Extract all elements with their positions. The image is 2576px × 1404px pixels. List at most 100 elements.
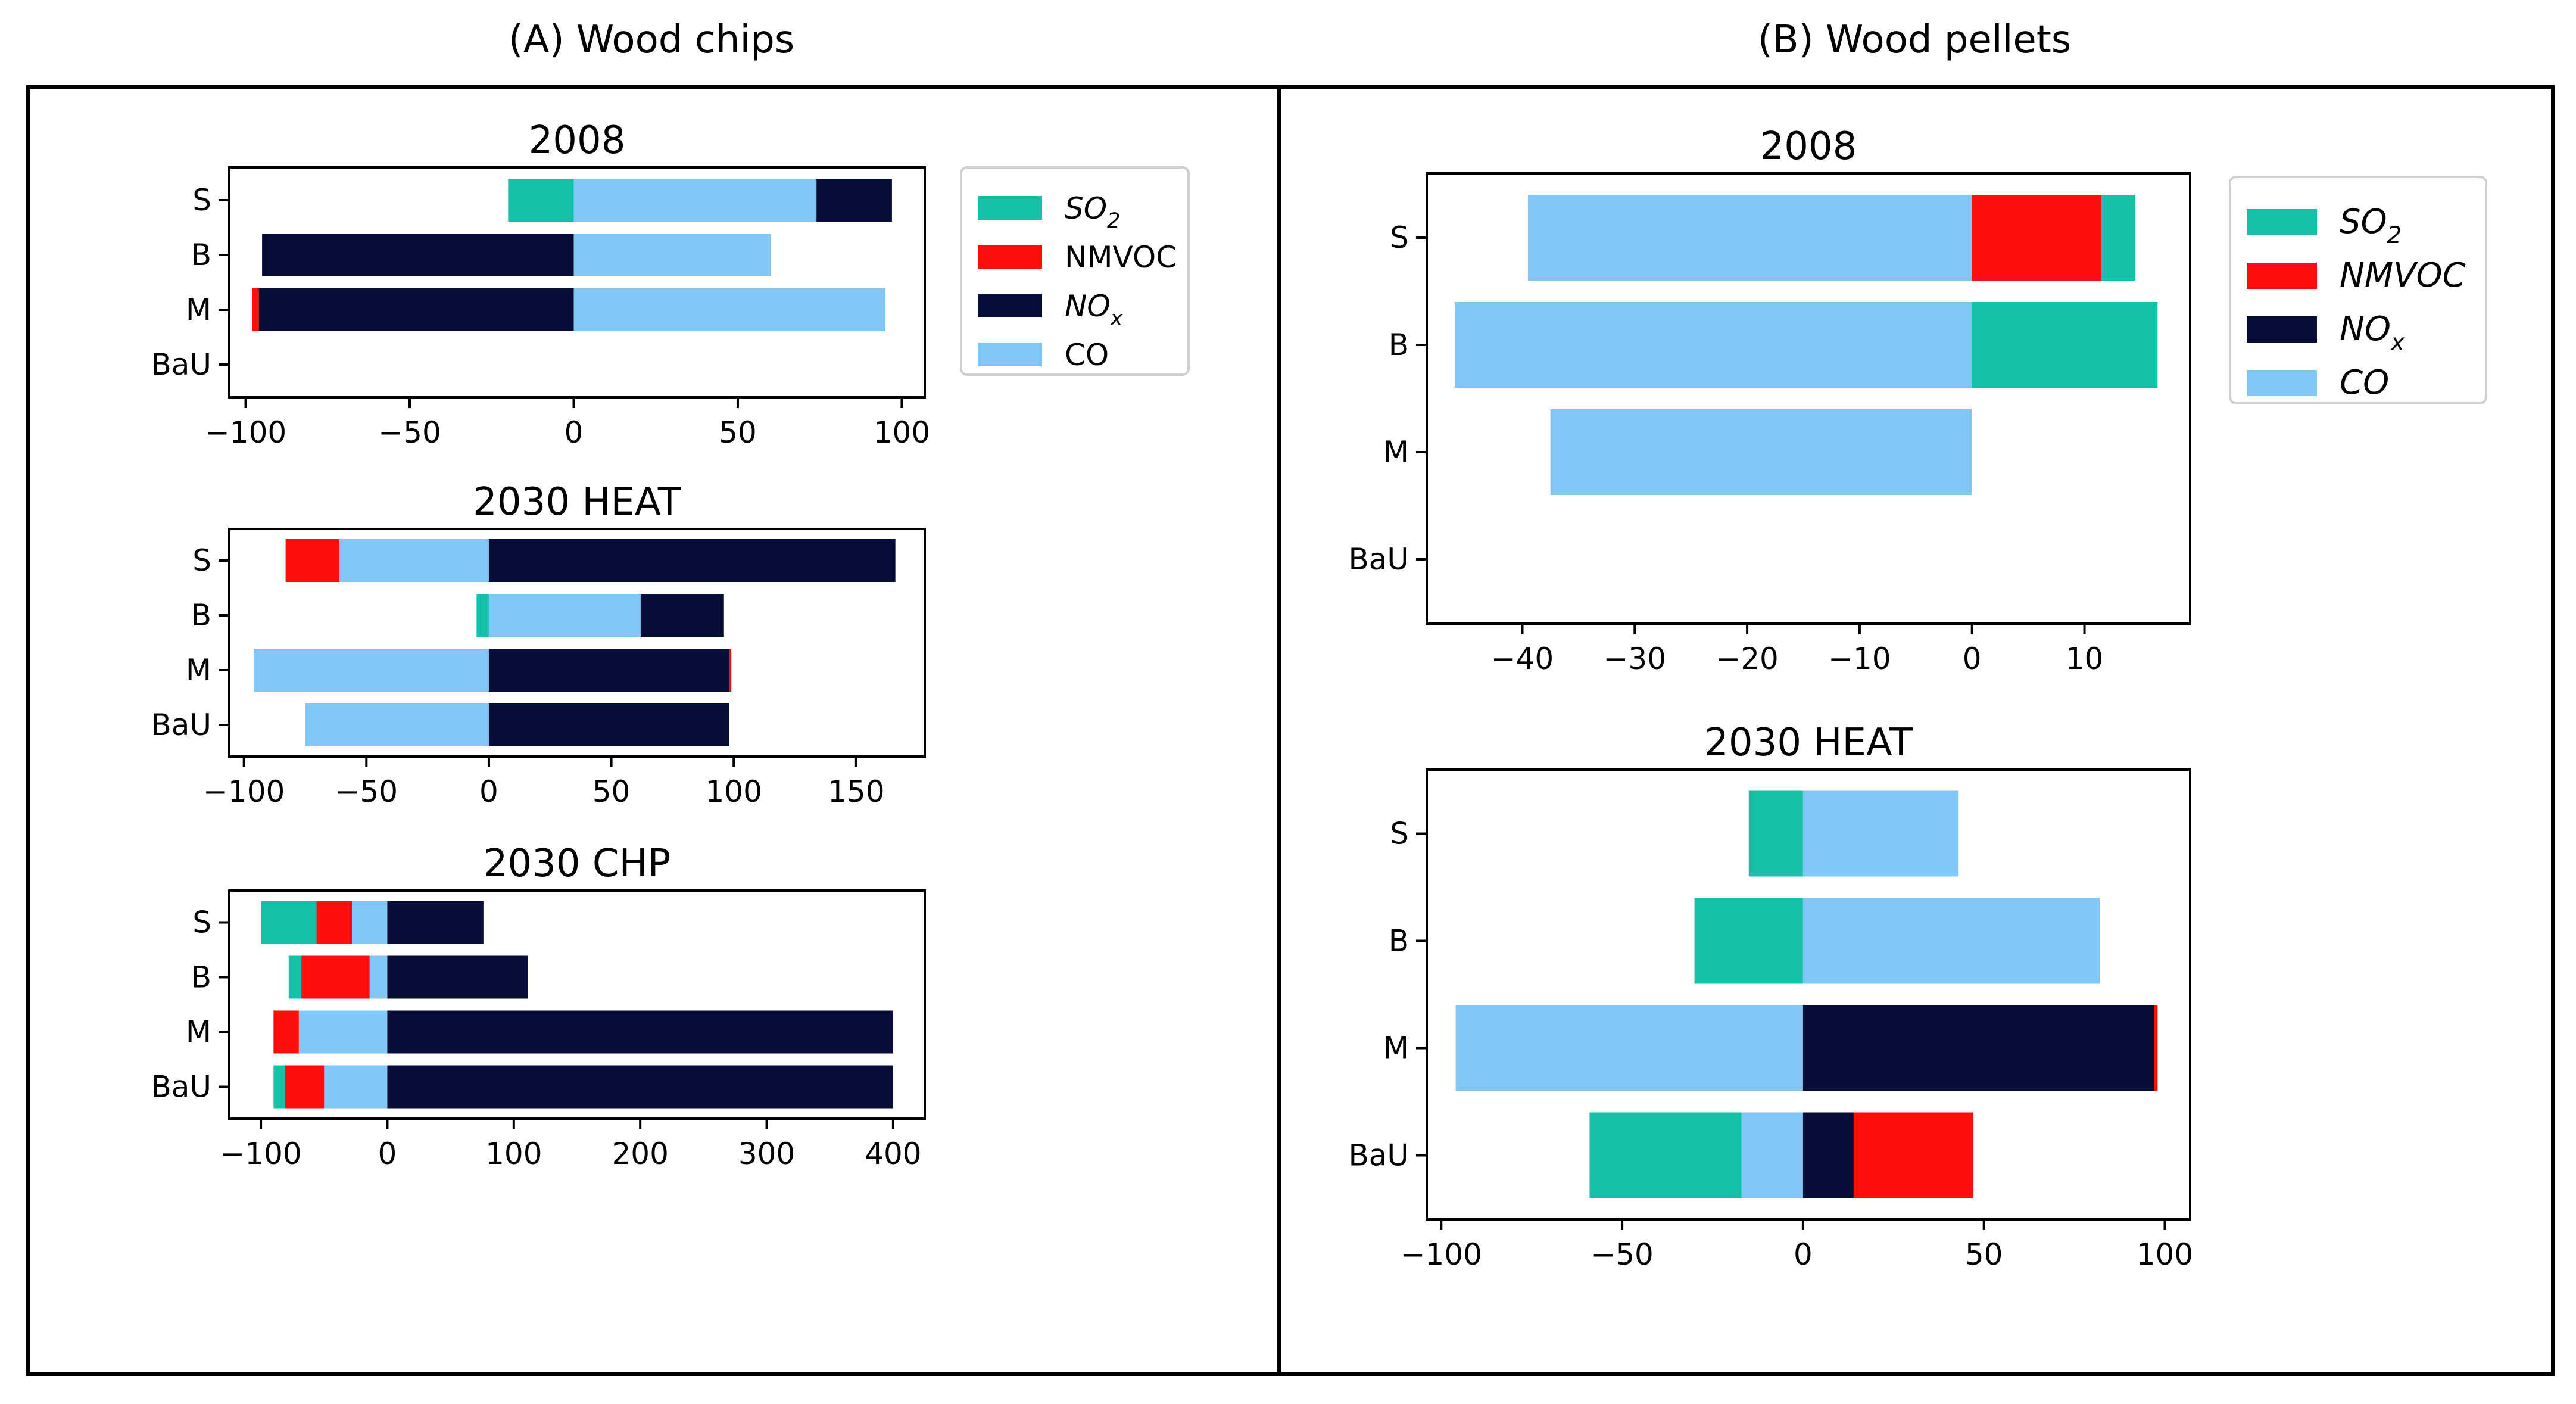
bar-BaU-CO-neg (1741, 1112, 1803, 1198)
bar-BaU-CO-neg (305, 703, 489, 746)
bar-B-NOx-neg (262, 234, 574, 276)
bar-S-SO2-neg (1748, 790, 1803, 877)
y-tick-label: M (1383, 435, 1409, 469)
bar-S-CO-neg (351, 901, 388, 944)
x-tick-label: 0 (565, 415, 584, 450)
plot-frame (1426, 172, 2191, 625)
bar-BaU-NMVOC-pos (1853, 1112, 1973, 1198)
plot-frame (228, 889, 926, 1120)
bar-B-CO-pos (1802, 898, 2100, 984)
bar-S-NOx-pos (488, 539, 896, 582)
bar-S-NMVOC-neg (316, 901, 352, 944)
y-tick-label: S (1390, 220, 1409, 255)
x-tick-label: −20 (1716, 642, 1779, 676)
plot-frame (228, 166, 926, 399)
legend-swatch-NOx (2247, 316, 2317, 343)
bar-M-CO-neg (1455, 1005, 1803, 1091)
y-tick-label: S (192, 183, 211, 217)
chart-title: 2008 (529, 119, 626, 163)
legend-label-SO2: SO2 (2340, 203, 2402, 249)
bar-M-CO-pos (573, 288, 885, 331)
chart-title: 2030 HEAT (1704, 721, 1913, 765)
panel-a-title: (A) Wood chips (508, 18, 795, 62)
bar-B-NMVOC-neg (301, 955, 370, 999)
x-tick-label: 0 (1794, 1237, 1813, 1272)
bar-BaU-NOx-pos (488, 703, 729, 746)
x-tick-label: 100 (2137, 1237, 2193, 1272)
chart-title: 2008 (1760, 124, 1857, 169)
y-tick-label: BaU (151, 347, 211, 382)
bar-M-NOx-pos (1802, 1005, 2154, 1091)
x-tick-label: −100 (220, 1137, 301, 1171)
y-tick-label: BaU (1348, 542, 1409, 577)
x-tick-label: 10 (2066, 642, 2104, 676)
x-tick-label: 0 (479, 774, 498, 809)
y-tick-label: M (186, 653, 211, 687)
bar-M-NOx-pos (387, 1010, 893, 1054)
x-tick-label: 150 (828, 774, 884, 809)
bar-M-NMVOC-neg (273, 1010, 299, 1054)
bar-S-SO2-neg (261, 901, 317, 944)
x-tick-label: 100 (485, 1137, 542, 1171)
y-tick-label: B (1389, 924, 1409, 958)
x-tick-label: −100 (1401, 1237, 1482, 1272)
x-tick-label: 50 (1965, 1237, 2003, 1272)
chart-1: 2030 HEAT SBM BaU −100 −50 0 50 100 150 (151, 480, 926, 809)
legend-label-NOx: NOx (2340, 310, 2405, 356)
bar-S-CO-neg (339, 539, 489, 582)
bar-M-NOx-neg (258, 288, 574, 331)
legend-swatch-NOx (978, 294, 1042, 317)
legend-swatch-SO2 (2247, 209, 2317, 235)
bar-B-SO2-pos (1972, 302, 2158, 388)
bar-S-SO2-pos (2101, 195, 2135, 281)
bar-M-NMVOC-pos (728, 649, 732, 692)
legend-swatch-NMVOC (2247, 263, 2317, 289)
x-tick-label: −100 (205, 415, 286, 450)
chart-3: 2008 S B M BaU −40 −30 −20 −10 0 10 (1348, 124, 2191, 676)
chart-2: 2030 CHP SBM BaU −100 0 100 200 300 400 (151, 842, 926, 1171)
plot-frame (228, 528, 926, 758)
legend-label-NMVOC: NMVOC (2340, 256, 2466, 295)
y-tick-label: BaU (151, 708, 211, 742)
y-tick-label: S (192, 905, 211, 940)
y-tick-label: S (1390, 817, 1409, 851)
bar-S-NOx-pos (816, 179, 892, 222)
x-tick-label: 400 (865, 1137, 921, 1171)
chart-title: 2030 HEAT (473, 480, 682, 524)
bar-B-SO2-neg (288, 955, 302, 999)
bar-M-CO-neg (254, 649, 489, 692)
bar-S-NMVOC-pos (1972, 195, 2101, 281)
bar-M-NMVOC-neg (252, 288, 259, 331)
legend-label-SO2: SO2 (1065, 191, 1120, 233)
legend-swatch-NMVOC (978, 245, 1042, 269)
y-tick-label: BaU (1348, 1138, 1409, 1173)
bar-S-NMVOC-neg (285, 539, 340, 582)
plot-frame (1426, 768, 2191, 1221)
x-tick-label: 300 (738, 1137, 795, 1171)
panel-b-frame (1277, 85, 2555, 1376)
bar-S-SO2-neg (508, 179, 574, 222)
bar-B-CO-neg (1455, 302, 1972, 388)
bar-B-SO2-neg (1694, 898, 1803, 984)
bar-S-NOx-pos (387, 901, 484, 944)
x-tick-label: −30 (1604, 642, 1667, 676)
bar-B-NOx-pos (387, 955, 528, 999)
x-tick-label: 50 (592, 774, 631, 809)
legend-swatch-CO (978, 343, 1042, 366)
bar-B-NOx-pos (640, 594, 724, 637)
legend-0: SO2 NMVOC NOx CO (960, 166, 1190, 376)
y-tick-label: B (191, 598, 211, 633)
bar-S-CO-neg (1527, 195, 1972, 281)
y-tick-label: B (191, 238, 211, 272)
bar-M-CO-neg (1550, 409, 1972, 495)
legend-label-CO: CO (2340, 363, 2389, 402)
y-tick-label: M (1383, 1031, 1409, 1066)
legend-swatch-CO (2247, 370, 2317, 396)
x-tick-label: −10 (1828, 642, 1891, 676)
bar-BaU-NMVOC-neg (285, 1065, 325, 1109)
bar-B-CO-pos (488, 594, 641, 637)
x-tick-label: 100 (705, 774, 762, 809)
y-tick-label: S (192, 543, 211, 578)
x-tick-label: 50 (719, 415, 757, 450)
